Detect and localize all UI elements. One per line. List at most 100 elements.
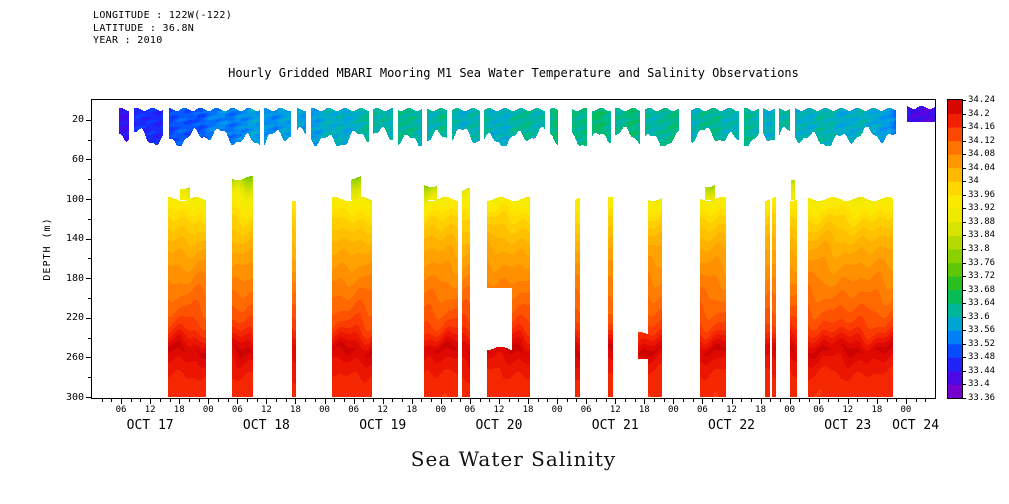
x-major-tick	[382, 399, 384, 404]
x-minor-tick	[857, 399, 859, 402]
x-minor-tick	[247, 399, 249, 402]
y-minor-tick	[88, 337, 92, 339]
x-minor-tick	[402, 399, 404, 402]
colorbar-tick	[963, 100, 966, 101]
y-minor-tick	[88, 218, 92, 220]
x-tick-label: 06	[813, 405, 825, 415]
y-tick-label: 20	[71, 114, 84, 126]
x-minor-tick	[159, 399, 161, 402]
x-major-tick	[673, 399, 675, 404]
x-major-tick	[818, 399, 820, 404]
x-minor-tick	[285, 399, 287, 402]
y-minor-tick	[88, 258, 92, 260]
x-minor-tick	[683, 399, 685, 402]
y-tick-label: 260	[65, 351, 84, 363]
colorbar-label: 34.2	[968, 108, 990, 119]
x-minor-tick	[692, 399, 694, 402]
x-minor-tick	[130, 399, 132, 402]
x-minor-tick	[373, 399, 374, 402]
x-minor-tick	[479, 399, 481, 402]
x-tick-label: 18	[638, 405, 650, 415]
x-minor-tick	[867, 399, 869, 402]
y-major-tick	[86, 199, 92, 200]
colorbar-tick	[963, 370, 966, 372]
x-tick-label: 00	[900, 405, 912, 415]
x-tick-label: 00	[784, 405, 796, 415]
x-date-label: OCT 21	[591, 418, 639, 433]
colorbar-label: 33.52	[968, 338, 996, 349]
x-tick-label: 06	[115, 405, 127, 415]
colorbar-label: 33.72	[968, 271, 996, 282]
x-date-label: OCT 18	[242, 418, 290, 433]
x-minor-tick	[169, 399, 171, 402]
x-tick-label: 18	[406, 405, 418, 415]
colorbar-label: 33.36	[968, 393, 996, 403]
x-minor-tick	[915, 399, 917, 402]
colorbar-tick	[963, 140, 966, 142]
y-minor-tick	[88, 298, 92, 299]
x-major-tick	[411, 399, 413, 404]
x-minor-tick	[547, 399, 549, 402]
y-minor-tick	[88, 179, 92, 181]
x-major-tick	[179, 399, 181, 404]
x-major-tick	[295, 399, 297, 404]
x-date-label: OCT 22	[708, 418, 755, 433]
x-tick-label: 12	[377, 405, 389, 415]
x-tick-label: 12	[609, 405, 621, 415]
colorbar	[947, 99, 963, 399]
colorbar-label: 33.92	[968, 203, 996, 214]
x-minor-tick	[712, 399, 714, 402]
x-major-tick	[353, 399, 355, 404]
x-major-tick	[905, 399, 907, 404]
colorbar-label: 34.24	[968, 95, 996, 105]
colorbar-tick	[963, 316, 966, 318]
y-major-tick	[86, 119, 92, 121]
x-minor-tick	[334, 399, 336, 402]
x-minor-tick	[566, 399, 568, 402]
x-tick-label: 00	[667, 405, 679, 415]
x-minor-tick	[188, 399, 190, 402]
x-major-tick	[731, 399, 733, 404]
x-tick-label: 18	[290, 405, 301, 415]
colorbar-tick	[963, 221, 966, 223]
x-minor-tick	[227, 399, 229, 402]
y-major-tick	[86, 238, 92, 240]
x-major-tick	[208, 399, 210, 404]
x-major-tick	[150, 399, 152, 404]
colorbar-label: 33.6	[968, 311, 990, 322]
x-date-label: OCT 19	[359, 418, 407, 433]
colorbar-label: 33.56	[968, 325, 996, 336]
plot-title: Hourly Gridded MBARI Mooring M1 Sea Wate…	[228, 66, 799, 80]
x-tick-label: 12	[144, 405, 156, 415]
x-major-tick	[557, 399, 559, 404]
x-minor-tick	[276, 399, 278, 402]
x-minor-tick	[343, 399, 345, 402]
x-tick-label: 18	[871, 405, 883, 415]
x-major-tick	[586, 399, 588, 404]
colorbar-label: 33.8	[968, 244, 990, 254]
colorbar-label: 34.12	[968, 135, 996, 146]
x-major-tick	[528, 399, 530, 404]
y-tick-label: 140	[65, 233, 84, 245]
colorbar-tick	[963, 398, 966, 399]
header-longitude: LONGITUDE : 122W(-122)	[93, 10, 233, 21]
y-tick-label: 300	[65, 391, 84, 403]
x-minor-tick	[779, 399, 781, 402]
x-minor-tick	[460, 399, 462, 402]
x-minor-tick	[305, 399, 307, 402]
x-tick-label: 06	[348, 405, 360, 415]
x-date-label: OCT 23	[824, 418, 872, 433]
x-minor-tick	[663, 399, 665, 402]
colorbar-label: 33.76	[968, 257, 996, 268]
colorbar-label: 33.88	[968, 216, 996, 227]
x-minor-tick	[256, 399, 258, 402]
x-minor-tick	[198, 399, 200, 402]
x-major-tick	[847, 399, 849, 404]
x-minor-tick	[838, 399, 840, 402]
colorbar-label: 34	[968, 176, 979, 187]
y-tick-label: 180	[65, 272, 84, 284]
y-major-tick	[86, 357, 92, 359]
header-latitude: LATITUDE : 36.8N	[93, 22, 195, 34]
colorbar-tick	[963, 127, 966, 129]
